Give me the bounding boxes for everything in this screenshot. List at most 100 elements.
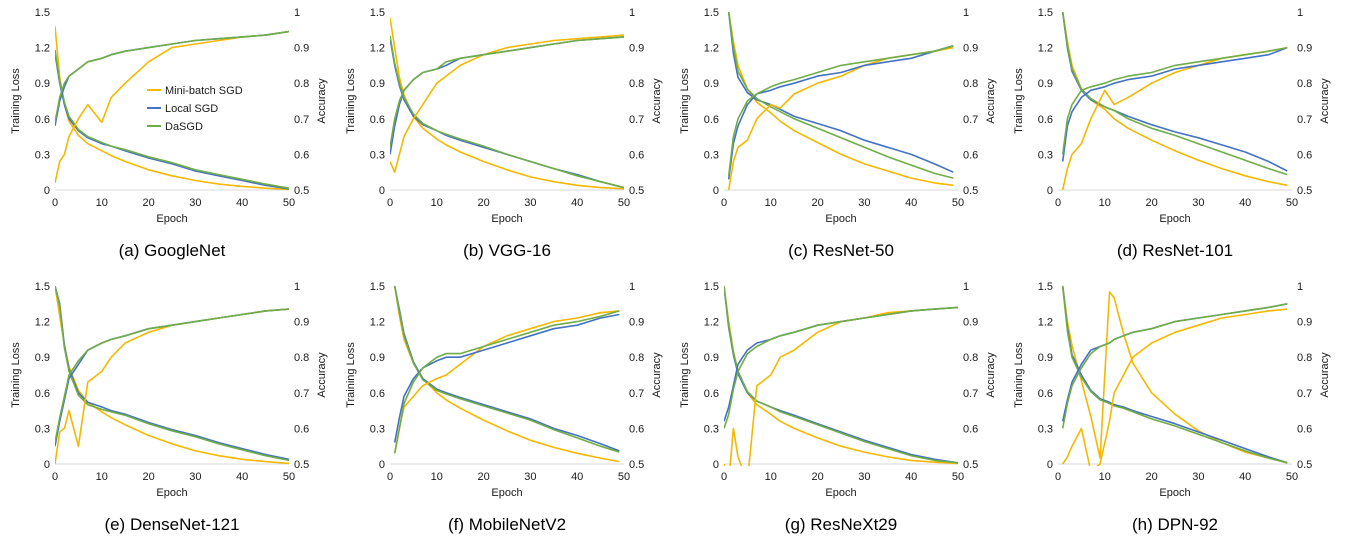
series-line xyxy=(55,285,289,462)
chart-panel: 00.30.60.91.21.50.50.60.70.80.910 10 20 30 4… xyxy=(679,281,997,534)
y2-tick-label: 0.9 xyxy=(294,317,309,329)
y-tick-label: 0 xyxy=(1047,185,1053,197)
y2-tick-label: 0.9 xyxy=(1297,317,1312,329)
series-line xyxy=(724,285,958,464)
x-tick-label: 0 xyxy=(1055,471,1061,483)
series-line xyxy=(55,308,289,443)
panel-caption: (h) DPN-92 xyxy=(1132,515,1218,534)
series-line xyxy=(727,11,954,173)
series-line xyxy=(1061,303,1288,429)
y2-tick-label: 0.7 xyxy=(1297,114,1312,126)
y-tick-label: 0 xyxy=(379,185,385,197)
series-line xyxy=(1061,285,1288,464)
x-tick-label: 20 xyxy=(811,471,823,483)
y2-tick-label: 0.9 xyxy=(294,43,309,55)
y-tick-label: 1.2 xyxy=(35,317,50,329)
y-tick-label: 1.2 xyxy=(370,317,385,329)
series-line xyxy=(724,306,958,429)
y-tick-label: 0 xyxy=(44,185,50,197)
x-axis-title: Epoch xyxy=(156,487,187,499)
y2-tick-label: 1 xyxy=(294,7,300,19)
x-tick-label: 30 xyxy=(189,197,201,209)
x-tick-label: 0 xyxy=(721,471,727,483)
series-line xyxy=(1061,11,1288,176)
x-tick-label: 30 xyxy=(858,471,870,483)
chart-panel: 00.30.60.91.21.50.50.60.70.80.910 10 20 30 4… xyxy=(345,281,663,534)
y2-tick-label: 0.8 xyxy=(963,352,978,364)
x-tick-label: 50 xyxy=(952,197,964,209)
y2-tick-label: 0.9 xyxy=(963,317,978,329)
series-line xyxy=(724,285,958,464)
x-tick-label: 10 xyxy=(96,197,108,209)
y2-tick-label: 0.5 xyxy=(629,459,644,471)
x-tick-label: 30 xyxy=(1192,197,1204,209)
y-axis-title: Training Loss xyxy=(10,68,22,134)
y2-tick-label: 0.8 xyxy=(629,78,644,90)
y-tick-label: 0 xyxy=(44,459,50,471)
y2-tick-label: 0.7 xyxy=(1297,388,1312,400)
y2-tick-label: 1 xyxy=(294,281,300,293)
y-tick-label: 0 xyxy=(1047,459,1053,471)
y2-tick-label: 0.5 xyxy=(294,459,309,471)
series-line xyxy=(393,313,620,443)
y2-tick-label: 0.5 xyxy=(629,185,644,197)
series-line xyxy=(390,36,624,155)
y-tick-label: 0.3 xyxy=(370,149,385,161)
x-tick-label: 10 xyxy=(1099,471,1111,483)
panel-caption: (f) MobileNetV2 xyxy=(448,515,566,534)
y2-tick-label: 1 xyxy=(963,281,969,293)
y-tick-label: 0.6 xyxy=(370,388,385,400)
panel-caption: (g) ResNeXt29 xyxy=(785,515,897,534)
y2-tick-label: 0.8 xyxy=(629,352,644,364)
y-tick-label: 0.6 xyxy=(35,114,50,126)
y-axis-title: Training Loss xyxy=(679,68,691,134)
legend-label: Mini-batch SGD xyxy=(165,85,243,97)
x-tick-label: 40 xyxy=(1239,197,1251,209)
chart-panel: 00.30.60.91.21.50.50.60.70.80.910 10 20 30 4… xyxy=(10,281,328,534)
chart-panel: 00.30.60.91.21.50.50.60.70.80.910 10 20 30 4… xyxy=(1013,281,1331,534)
y2-tick-label: 0.5 xyxy=(963,459,978,471)
x-tick-label: 10 xyxy=(765,471,777,483)
panel-caption: (c) ResNet-50 xyxy=(788,241,894,260)
legend-label: DaSGD xyxy=(165,121,203,133)
y2-axis-title: Accuracy xyxy=(1319,352,1331,398)
series-line xyxy=(390,35,624,189)
y-tick-label: 0.6 xyxy=(704,388,719,400)
series-line xyxy=(55,30,289,123)
series-line xyxy=(724,306,958,466)
y-tick-label: 0.9 xyxy=(704,352,719,364)
x-axis-title: Epoch xyxy=(156,213,187,225)
series-line xyxy=(727,11,954,187)
y-tick-label: 0.9 xyxy=(704,78,719,90)
x-tick-label: 50 xyxy=(618,471,630,483)
y-tick-label: 0.6 xyxy=(704,114,719,126)
series-line xyxy=(727,11,954,179)
y-axis-title: Training Loss xyxy=(1013,342,1025,408)
series-line xyxy=(724,285,958,465)
x-tick-label: 10 xyxy=(431,471,443,483)
y2-tick-label: 0.6 xyxy=(629,149,644,161)
series-line xyxy=(1061,46,1288,162)
series-line xyxy=(727,45,954,180)
x-tick-label: 20 xyxy=(811,197,823,209)
y2-tick-label: 0.6 xyxy=(294,149,309,161)
x-tick-label: 0 xyxy=(52,197,58,209)
y2-tick-label: 0.7 xyxy=(294,388,309,400)
y-tick-label: 1.5 xyxy=(35,281,50,293)
x-axis-title: Epoch xyxy=(1159,487,1190,499)
y-tick-label: 1.2 xyxy=(1038,317,1053,329)
chart-panel: 00.30.60.91.21.50.50.60.70.80.910 10 20 30 4… xyxy=(679,7,997,260)
x-axis-title: Epoch xyxy=(491,487,522,499)
y2-axis-title: Accuracy xyxy=(316,352,328,398)
y2-tick-label: 0.6 xyxy=(629,423,644,435)
y2-axis-title: Accuracy xyxy=(985,352,997,398)
y2-tick-label: 0.8 xyxy=(1297,352,1312,364)
y-tick-label: 1.2 xyxy=(35,43,50,55)
y-tick-label: 0.9 xyxy=(1038,352,1053,364)
series-line xyxy=(1061,11,1288,172)
y-tick-label: 0.9 xyxy=(370,78,385,90)
chart-panel: 00.30.60.91.21.50.50.60.70.80.910 10 20 30 4… xyxy=(10,7,328,260)
y-tick-label: 0.6 xyxy=(35,388,50,400)
y2-tick-label: 1 xyxy=(1297,281,1303,293)
